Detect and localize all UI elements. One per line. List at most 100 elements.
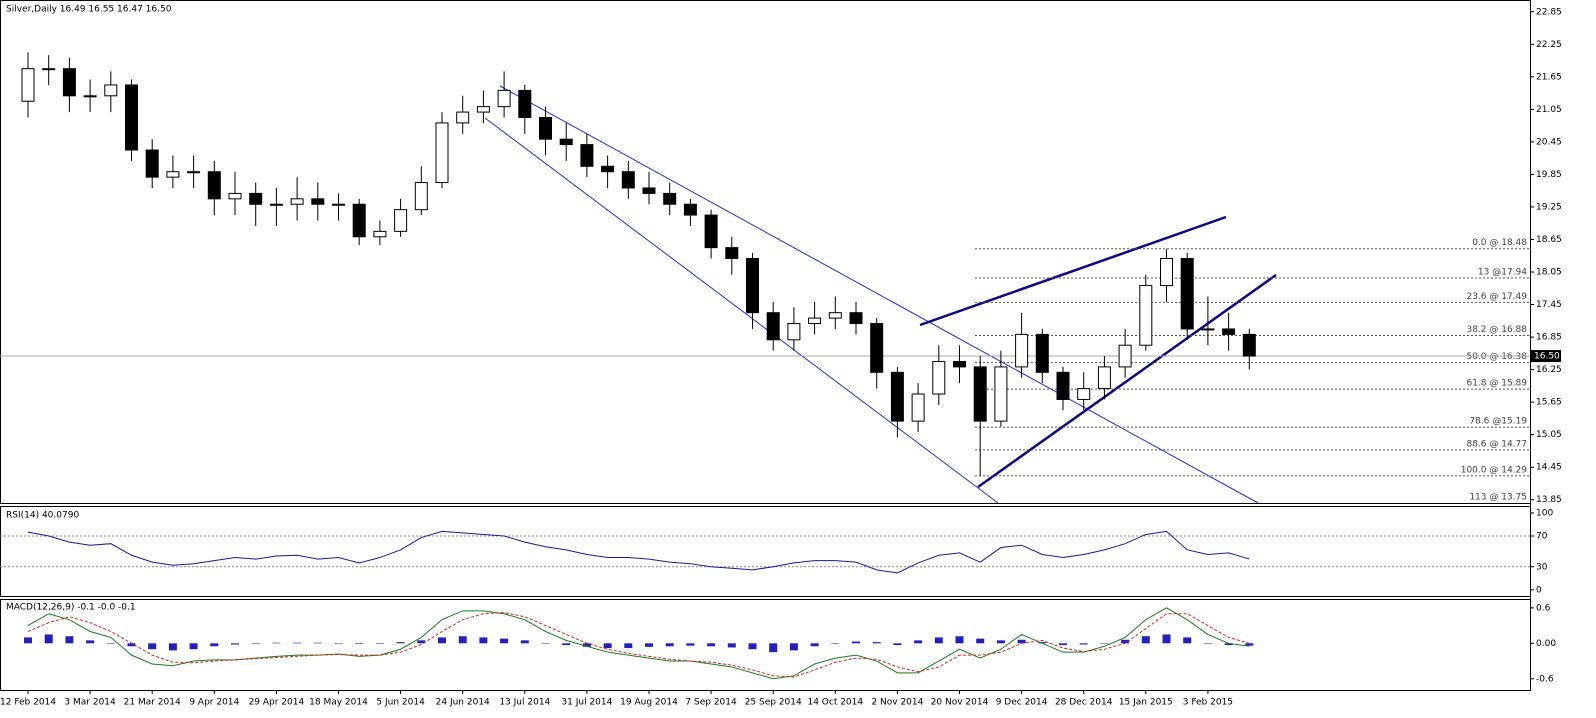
candle-body: [828, 312, 842, 319]
x-tick-label: 24 Jun 2014: [436, 698, 490, 708]
candle-body: [125, 84, 138, 151]
macd-hist: [624, 643, 633, 649]
macd-hist: [479, 637, 488, 644]
candle-body: [1201, 328, 1215, 331]
candle-body: [352, 203, 366, 238]
last-price-label: 16.50: [1534, 352, 1560, 362]
x-tick-label: 5 Jun 2014: [376, 698, 425, 708]
x-tick-label: 9 Dec 2014: [996, 698, 1048, 708]
macd-hist: [1224, 643, 1233, 646]
macd-hist: [1038, 642, 1047, 644]
candle-body: [911, 393, 925, 422]
candle-body: [21, 68, 35, 102]
macd-hist: [1121, 639, 1130, 644]
macd-hist: [334, 643, 343, 644]
macd-hist: [65, 636, 74, 644]
channel-upper: [499, 85, 1259, 504]
candle-body: [104, 84, 118, 97]
candle-body: [953, 360, 966, 368]
candle-body: [890, 371, 904, 422]
macd-hist: [686, 643, 695, 646]
x-tick-label: 2 Nov 2014: [871, 698, 923, 708]
macd-hist: [810, 643, 819, 647]
macd-hist: [106, 643, 115, 644]
candle-body: [166, 171, 180, 178]
macd-hist: [1079, 643, 1088, 645]
candle-body: [249, 192, 263, 205]
candle-body: [932, 360, 946, 395]
macd-hist: [375, 643, 384, 644]
fib-label: 61.8 @ 15.89: [1466, 379, 1527, 389]
candle-body: [704, 214, 718, 249]
y-tick-label: 22.25: [1536, 40, 1562, 50]
rsi-line: [27, 530, 1250, 574]
candle-body: [766, 312, 780, 341]
x-tick-label: 25 Sep 2014: [745, 698, 802, 708]
x-tick-label: 7 Sep 2014: [685, 698, 737, 708]
macd-hist: [582, 643, 591, 647]
y-tick-label: 15.65: [1536, 398, 1562, 408]
y-tick-label: 20.45: [1536, 137, 1562, 147]
candle-body: [1056, 371, 1070, 400]
y-tick-label: 16.25: [1536, 365, 1562, 375]
candle-body: [1139, 285, 1153, 346]
candle-body: [1077, 388, 1091, 400]
macd-hist: [707, 643, 716, 647]
candle-body: [642, 187, 656, 194]
macd-hist: [355, 643, 364, 644]
macd-hist: [44, 634, 53, 644]
y-tick-label: 30: [1536, 562, 1548, 572]
macd-hist: [1141, 636, 1150, 644]
macd-hist: [251, 643, 260, 644]
candle-body: [1242, 333, 1256, 357]
y-tick-label: 100: [1536, 508, 1553, 518]
candle-body: [994, 366, 1008, 422]
macd-hist: [645, 643, 653, 647]
chart-title: Silver,Daily 16.49 16.55 16.47 16.50: [6, 5, 172, 15]
x-tick-label: 19 Aug 2014: [620, 698, 678, 708]
x-tick-label: 20 Nov 2014: [931, 698, 989, 708]
candle-body: [787, 323, 801, 341]
candle-body: [1160, 257, 1173, 287]
macd-hist: [210, 643, 219, 647]
candle-body: [559, 138, 573, 146]
candle-body: [476, 106, 490, 113]
candle-body: [497, 89, 511, 108]
fib-label: 78.6 @15.19: [1469, 417, 1527, 427]
macd-hist: [458, 636, 467, 644]
candle-body: [1180, 257, 1194, 330]
candle-body: [1035, 333, 1049, 373]
candle-body: [207, 171, 221, 200]
x-tick-label: 3 Mar 2014: [64, 698, 116, 708]
macd-hist: [996, 640, 1005, 644]
macd-hist: [168, 643, 177, 651]
macd-hist: [24, 637, 32, 644]
macd-hist: [727, 643, 736, 648]
candle-body: [518, 89, 532, 118]
y-tick-label: 17.45: [1536, 300, 1562, 310]
candle-body: [62, 68, 76, 97]
macd-hist: [231, 643, 239, 645]
macd-hist: [852, 641, 860, 644]
x-tick-label: 28 Dec 2014: [1055, 698, 1113, 708]
candle-body: [580, 144, 594, 167]
candle-body: [373, 230, 387, 238]
y-tick-label: 18.05: [1536, 268, 1562, 278]
macd-hist: [665, 643, 674, 647]
macd-hist: [148, 643, 157, 650]
candle-body: [683, 203, 697, 216]
rsi-title: RSI(14) 40.0790: [6, 511, 79, 521]
macd-hist: [1100, 643, 1109, 644]
candle-body: [394, 209, 408, 232]
candle-body: [808, 317, 822, 325]
candle-body: [311, 198, 325, 205]
candle-body: [663, 192, 677, 205]
trend-lines: [484, 85, 1277, 504]
y-tick-label: 21.65: [1536, 72, 1562, 82]
macd-hist: [1017, 639, 1026, 644]
candle-body: [435, 122, 449, 184]
y-tick-label: 16.85: [1536, 333, 1562, 343]
macd-hist: [272, 642, 281, 644]
